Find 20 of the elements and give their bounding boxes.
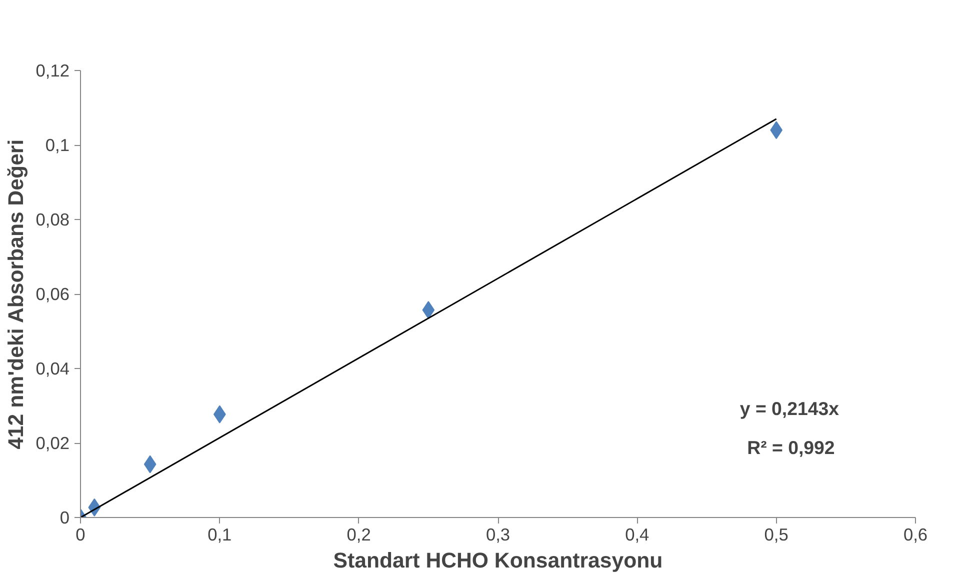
point — [144, 455, 156, 474]
x-tick-label: 0,1 — [208, 524, 232, 544]
x-tick-label: 0,3 — [486, 524, 510, 544]
point — [422, 301, 435, 320]
y-tick-label: 0 — [60, 508, 70, 528]
x-tick-label: 0,6 — [903, 524, 928, 544]
x-tick-label: 0,4 — [625, 524, 650, 544]
x-tick-label: 0,2 — [346, 524, 371, 544]
x-tick-label: 0 — [76, 524, 86, 544]
y-tick-label: 0,12 — [36, 60, 70, 80]
annotation: y = 0,2143x — [740, 398, 840, 419]
x-tick-label: 0,5 — [764, 524, 788, 544]
y-axis-title: 412 nm'deki Absorbans Değeri — [4, 139, 28, 450]
y-tick-label: 0,04 — [36, 358, 70, 378]
y-tick-label: 0,08 — [36, 210, 70, 230]
x-axis-title: Standart HCHO Konsantrasyonu — [333, 548, 663, 572]
y-tick-label: 0,02 — [36, 433, 70, 453]
y-tick-label: 0,06 — [36, 284, 70, 304]
y-tick-label: 0,1 — [45, 135, 70, 155]
annotation: R² = 0,992 — [747, 436, 835, 458]
